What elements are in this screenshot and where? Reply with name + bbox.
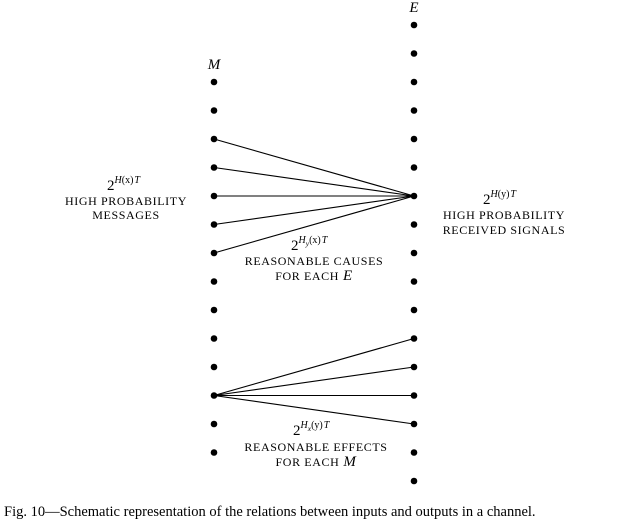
causes-line1: REASONABLE CAUSES: [245, 254, 384, 268]
e-dot: [410, 78, 418, 86]
causes-exp-sub: y: [305, 239, 310, 248]
causes-exp-fn: H: [298, 235, 307, 246]
received-line1: HIGH PROBABILITY: [443, 208, 565, 222]
e-dot: [410, 192, 418, 200]
m-column-label: M: [207, 57, 222, 73]
m-dot: [210, 335, 218, 342]
e-dot: [410, 135, 418, 143]
effects-line2: FOR EACH M: [276, 454, 358, 470]
messages-base: 2: [107, 178, 115, 194]
received-exp-fn: H: [490, 189, 499, 200]
cause-edge: [213, 195, 415, 254]
m-dot: [210, 107, 218, 114]
effects-exp-sub: x: [307, 424, 312, 433]
received-base: 2: [483, 192, 491, 208]
messages-line1: HIGH PROBABILITY: [65, 194, 187, 208]
effects-line2-prefix: FOR EACH: [276, 455, 340, 469]
m-dot: [210, 192, 218, 200]
received-exp-tail: T: [510, 189, 517, 200]
m-dot: [210, 363, 218, 371]
causes-exp-tail: T: [322, 235, 329, 246]
received-line2: RECEIVED SIGNALS: [443, 223, 566, 237]
e-dot: [410, 221, 418, 228]
m-dot: [210, 135, 218, 143]
e-dot: [410, 107, 418, 114]
e-dot: [410, 335, 418, 342]
causes-line2-var: E: [342, 268, 353, 284]
messages-formula: 2H(x)T: [107, 175, 141, 194]
e-dot: [410, 278, 418, 285]
effects-base: 2: [293, 423, 301, 439]
effects-line2-var: M: [342, 454, 357, 470]
effects-formula: 2Hx(y)T: [293, 420, 331, 439]
e-dot: [410, 392, 418, 399]
cause-edge: [213, 166, 415, 197]
m-dot: [210, 306, 218, 314]
edges: [213, 138, 415, 425]
messages-group: 2H(x)T HIGH PROBABILITY MESSAGES: [65, 175, 187, 222]
e-dot: [410, 164, 418, 171]
received-formula: 2H(y)T: [483, 189, 517, 208]
m-dot: [210, 420, 218, 428]
m-dot: [210, 78, 218, 86]
received-exp-arg: (y): [498, 189, 510, 200]
causes-line2-prefix: FOR EACH: [275, 269, 339, 283]
e-dot: [410, 249, 418, 257]
m-dot: [210, 249, 218, 257]
m-dot: [210, 278, 218, 285]
messages-exp-fn: H: [114, 175, 123, 186]
causes-line2: FOR EACH E: [275, 268, 353, 284]
cause-edge: [213, 195, 415, 226]
causes-base: 2: [291, 238, 299, 254]
figure-caption: Fig. 10—Schematic representation of the …: [4, 504, 536, 520]
effects-line1: REASONABLE EFFECTS: [244, 440, 387, 454]
causes-exp-arg: (x): [309, 235, 321, 246]
e-dot: [410, 363, 418, 371]
e-dot: [410, 420, 418, 428]
e-column-label: E: [408, 0, 418, 16]
effects-group: 2Hx(y)T REASONABLE EFFECTS FOR EACH M: [244, 420, 387, 470]
effect-edge: [213, 366, 415, 397]
messages-exp-arg: (x): [122, 175, 134, 186]
m-dot: [210, 221, 218, 228]
m-dot: [210, 164, 218, 171]
causes-formula: 2Hy(x)T: [291, 235, 329, 254]
cause-edge: [213, 138, 415, 197]
received-group: 2H(y)T HIGH PROBABILITY RECEIVED SIGNALS: [443, 189, 566, 237]
causes-group: 2Hy(x)T REASONABLE CAUSES FOR EACH E: [245, 235, 384, 284]
e-dot: [410, 21, 418, 29]
effects-exp-tail: T: [324, 420, 331, 431]
effects-exp-fn: H: [300, 420, 309, 431]
dots: [210, 21, 418, 485]
effect-edge: [213, 337, 415, 397]
messages-line2: MESSAGES: [92, 208, 159, 222]
m-dot: [210, 449, 218, 456]
messages-exp-tail: T: [134, 175, 141, 186]
m-dot: [210, 392, 218, 399]
e-dot: [410, 477, 418, 485]
effects-exp-arg: (y): [311, 420, 323, 431]
e-dot: [410, 449, 418, 456]
effect-edge: [213, 394, 415, 425]
e-dot: [410, 306, 418, 314]
e-dot: [410, 50, 418, 57]
